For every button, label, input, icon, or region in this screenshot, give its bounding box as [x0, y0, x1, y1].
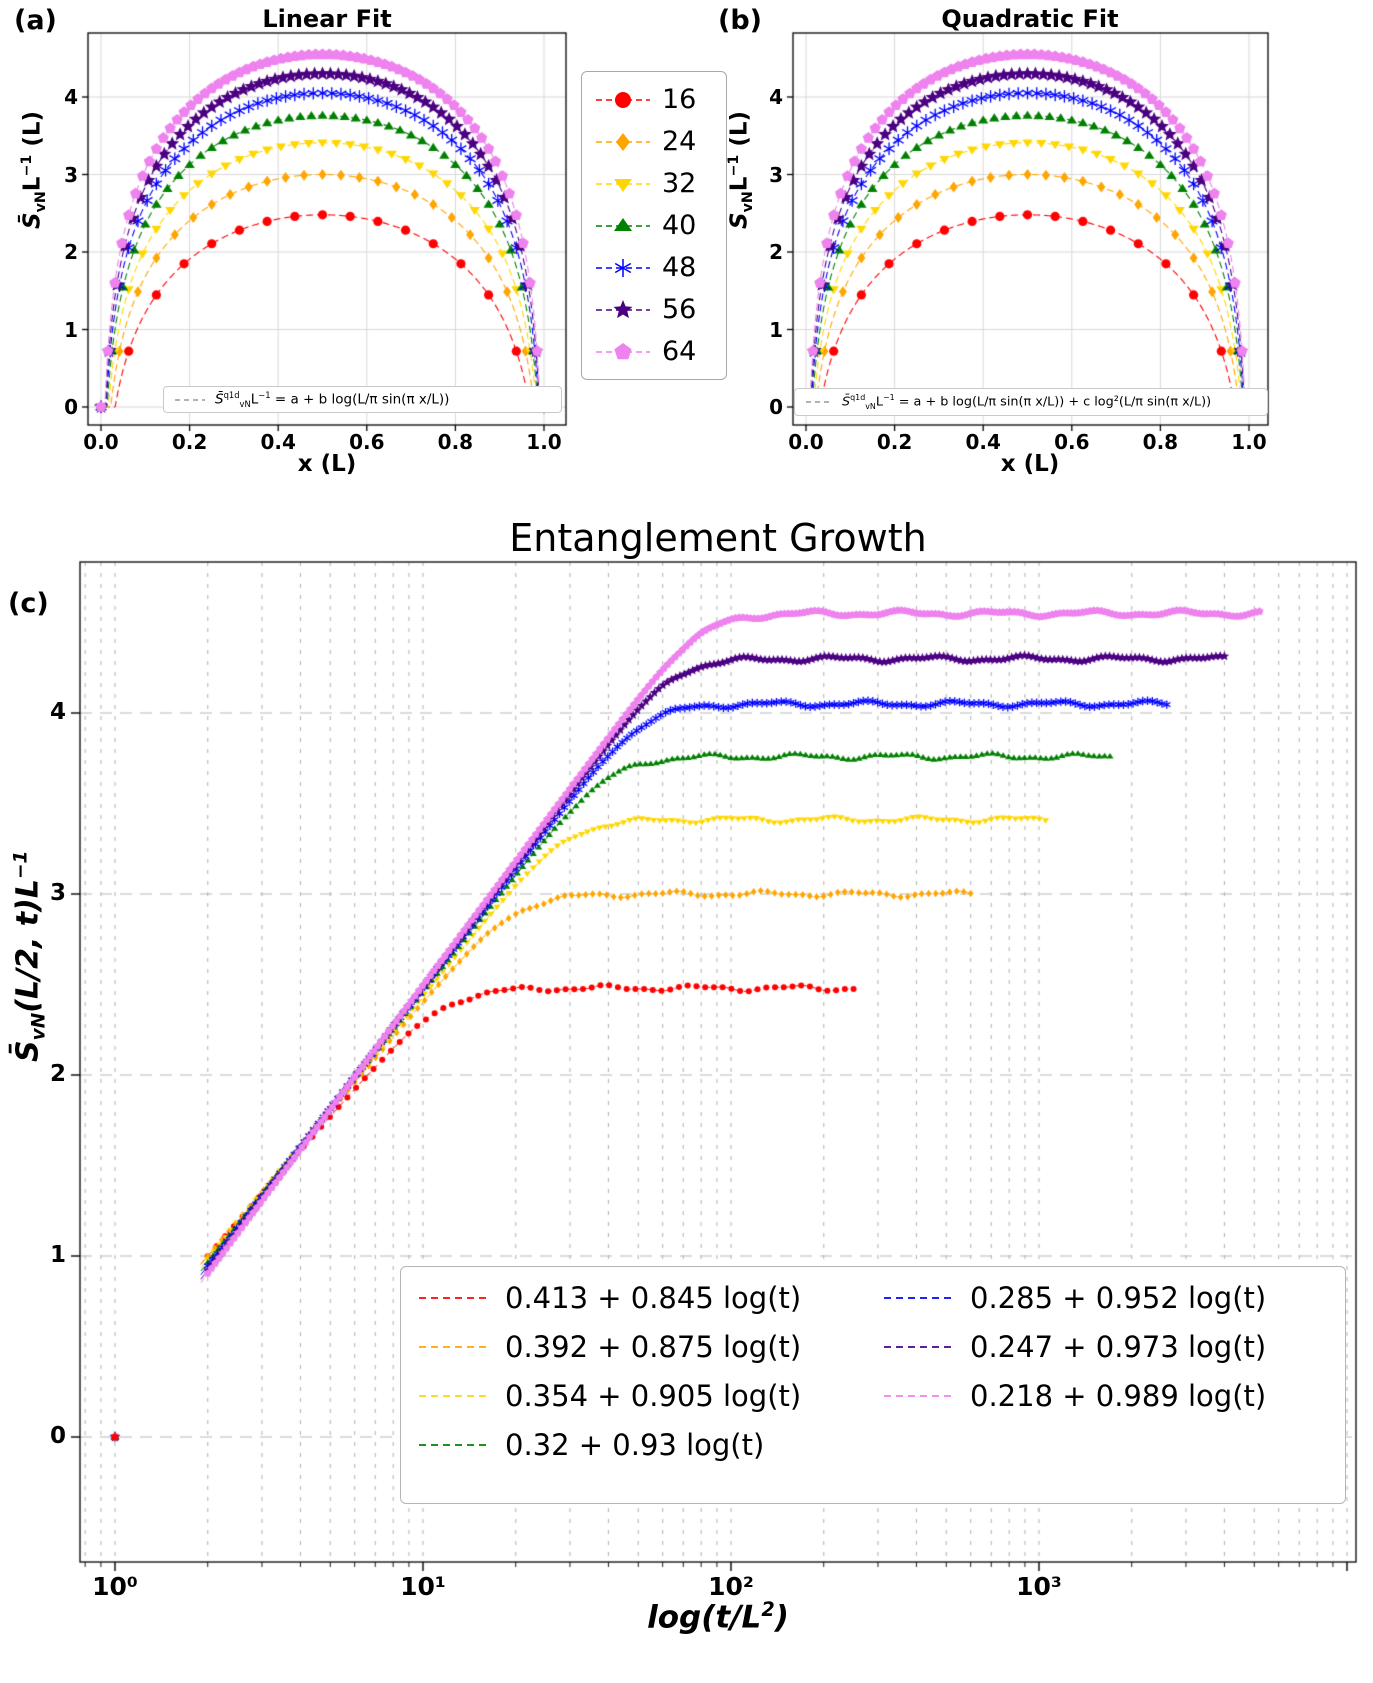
y-tick-label: 4	[64, 85, 78, 109]
fit-legend-item-L24: 0.392 + 0.875 log(t)	[417, 1330, 874, 1364]
x-tick-label: 0.8	[437, 430, 474, 454]
panel-c-label: (c)	[8, 588, 49, 619]
panel-c-xlabel: log(t/L2)	[647, 1598, 789, 1636]
legend-item-L24: 24	[594, 126, 716, 157]
dashed-line-icon	[419, 1297, 489, 1299]
y-tick-label: 0	[64, 395, 78, 419]
legend-label: 64	[662, 336, 697, 367]
circle-marker-icon	[596, 91, 650, 108]
x-tick-label: 0.0	[788, 430, 824, 454]
growth-fit-legend-column-1: 0.413 + 0.845 log(t) 0.392 + 0.875 log(t)…	[417, 1281, 874, 1493]
x-tick-label: 0.4	[965, 430, 1001, 454]
legend-item-L56: 56	[594, 294, 716, 325]
legend-label: 56	[662, 294, 697, 325]
asterisk-marker-icon	[596, 258, 650, 277]
panel-b-xlabel: x (L)	[1000, 451, 1060, 477]
dashed-line-icon	[419, 1346, 489, 1348]
x-tick-label: 0.6	[1054, 430, 1090, 454]
panel-b-fit-label: S̄q1dvNL−1 = a + b log(L/π sin(π x/L)) +…	[842, 393, 1212, 411]
legend-label: 24	[662, 126, 697, 157]
fit-legend-item-L40: 0.32 + 0.93 log(t)	[417, 1428, 874, 1462]
triangle_down-marker-icon	[596, 178, 650, 192]
y-tick-label: 1	[49, 1242, 66, 1268]
y-tick-label: 4	[769, 85, 783, 109]
panel-a-fit-label: S̄q1dvNL−1 = a + b log(L/π sin(π x/L))	[215, 389, 450, 410]
fit-equation-label: 0.392 + 0.875 log(t)	[505, 1330, 802, 1364]
y-tick-label: 0	[769, 395, 783, 419]
panel-a-label: (a)	[14, 5, 57, 36]
fit-legend-item-L48: 0.285 + 0.952 log(t)	[882, 1281, 1339, 1315]
fit-equation-label: 0.247 + 0.973 log(t)	[970, 1330, 1267, 1364]
y-tick-label: 1	[769, 317, 783, 342]
panel-a-xlabel: x (L)	[297, 451, 357, 477]
panel-b-title: Quadratic Fit	[941, 5, 1119, 33]
fit-equation-label: 0.285 + 0.952 log(t)	[970, 1281, 1267, 1315]
x-tick-label: 0.4	[260, 430, 296, 454]
legend-item-L32: 32	[594, 168, 716, 199]
legend-item-L40: 40	[594, 210, 716, 241]
fit-equation-label: 0.354 + 0.905 log(t)	[505, 1379, 802, 1413]
dashed-line-icon	[884, 1297, 954, 1299]
x-tick-label: 0.0	[83, 430, 119, 454]
fit-equation-label: 0.32 + 0.93 log(t)	[505, 1428, 765, 1462]
panel-c-title: Entanglement Growth	[509, 516, 927, 560]
panel-a-fit-legend: S̄q1dvNL−1 = a + b log(L/π sin(π x/L))	[163, 386, 562, 413]
star-marker-icon	[596, 299, 650, 318]
x-tick-label: 1.0	[526, 430, 562, 454]
diamond-marker-icon	[596, 132, 650, 151]
x-tick-label: 10²	[708, 1572, 754, 1601]
fit-legend-item-L56: 0.247 + 0.973 log(t)	[882, 1330, 1339, 1364]
fit-legend-item-L64: 0.218 + 0.989 log(t)	[882, 1379, 1339, 1413]
growth-fit-legend: 0.413 + 0.845 log(t) 0.392 + 0.875 log(t)…	[400, 1266, 1346, 1504]
legend-label: 16	[662, 84, 697, 115]
x-tick-label: 0.2	[171, 430, 208, 454]
panel-b-fit-legend: S̄q1dvNL−1 = a + b log(L/π sin(π x/L)) +…	[794, 388, 1268, 416]
dashed-line-icon	[884, 1346, 954, 1348]
legend-label: 40	[662, 210, 697, 241]
y-tick-label: 2	[769, 240, 783, 264]
legend-item-L48: 48	[594, 252, 716, 283]
growth-fit-legend-column-2: 0.285 + 0.952 log(t) 0.247 + 0.973 log(t)…	[882, 1281, 1339, 1493]
x-tick-label: 0.6	[349, 430, 385, 454]
y-tick-label: 3	[769, 162, 783, 187]
gray-dashed-line-icon	[806, 401, 832, 403]
x-tick-label: 10³	[1016, 1572, 1062, 1601]
x-tick-label: 1.0	[1231, 430, 1267, 454]
y-tick-label: 2	[49, 1061, 66, 1087]
fit-legend-item-L32: 0.354 + 0.905 log(t)	[417, 1379, 874, 1413]
legend-label: 48	[662, 252, 697, 283]
legend-item-L64: 64	[594, 336, 716, 367]
fit-legend-item-L16: 0.413 + 0.845 log(t)	[417, 1281, 874, 1315]
y-tick-label: 3	[49, 880, 66, 906]
y-tick-label: 2	[64, 240, 78, 264]
fit-equation-label: 0.218 + 0.989 log(t)	[970, 1379, 1267, 1413]
gray-dashed-line-icon	[175, 398, 205, 401]
triangle_up-marker-icon	[596, 217, 650, 231]
legend-item-L16: 16	[594, 84, 716, 115]
y-tick-label: 3	[64, 162, 78, 187]
x-tick-label: 0.8	[1142, 430, 1179, 454]
y-tick-label: 1	[64, 317, 78, 342]
panel-a-title: Linear Fit	[262, 5, 392, 33]
panel-b-label: (b)	[718, 5, 763, 36]
legend-label: 32	[662, 168, 697, 199]
dashed-line-icon	[419, 1444, 489, 1446]
x-tick-label: 10¹	[400, 1572, 446, 1601]
y-tick-label: 0	[49, 1423, 66, 1449]
pentagon-marker-icon	[596, 342, 650, 359]
system-size-legend: 16 24 32 40 48 56 64	[581, 71, 727, 380]
y-tick-label: 4	[49, 699, 66, 725]
x-tick-label: 10⁰	[92, 1572, 138, 1601]
fit-equation-label: 0.413 + 0.845 log(t)	[505, 1281, 802, 1315]
x-tick-label: 0.2	[876, 430, 913, 454]
dashed-line-icon	[884, 1395, 954, 1397]
dashed-line-icon	[419, 1395, 489, 1397]
